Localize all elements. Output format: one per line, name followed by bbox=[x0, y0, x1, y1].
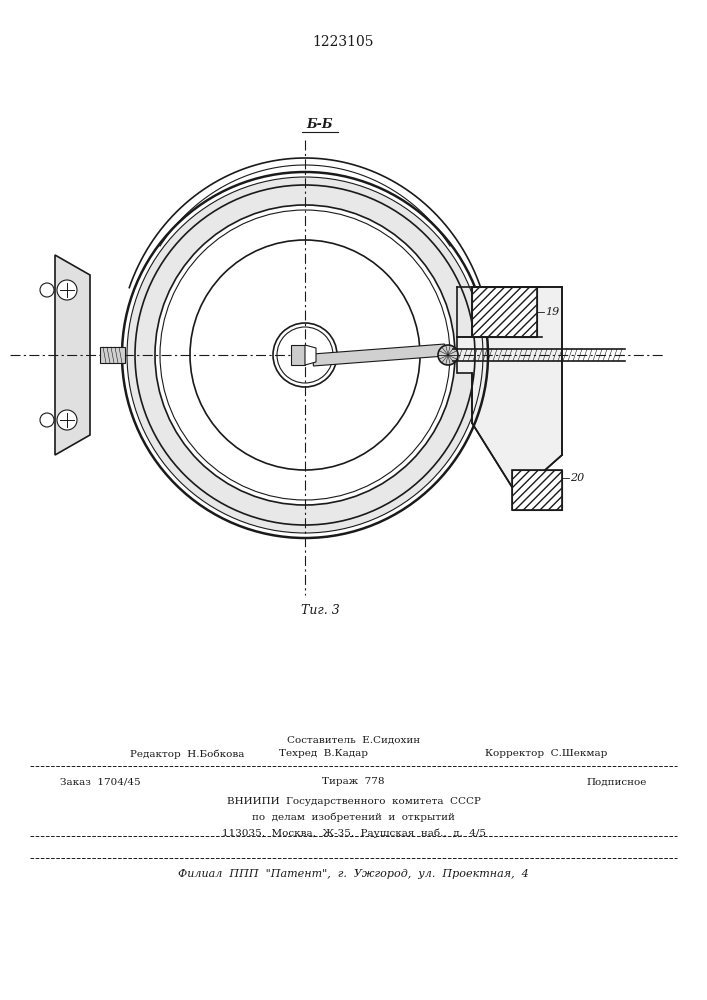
Text: Корректор  С.Шекмар: Корректор С.Шекмар bbox=[484, 750, 607, 758]
Bar bbox=[512, 470, 562, 510]
Polygon shape bbox=[291, 345, 305, 365]
Text: Б-Б: Б-Б bbox=[307, 118, 333, 131]
Text: Тираж  778: Тираж 778 bbox=[322, 778, 385, 786]
Bar bbox=[472, 287, 537, 337]
Text: 19: 19 bbox=[545, 307, 559, 317]
Text: Подписное: Подписное bbox=[587, 778, 647, 786]
Text: Филиал  ППП  "Патент",  г.  Ужгород,  ул.  Проектная,  4: Филиал ППП "Патент", г. Ужгород, ул. Про… bbox=[178, 869, 529, 879]
Text: Составитель  Е.Сидохин: Составитель Е.Сидохин bbox=[287, 736, 420, 744]
Bar bbox=[472, 287, 537, 337]
Bar bbox=[512, 470, 562, 510]
Bar bbox=[100, 347, 125, 363]
Circle shape bbox=[57, 280, 77, 300]
Polygon shape bbox=[305, 345, 316, 365]
Text: 1223105: 1223105 bbox=[312, 35, 374, 49]
Polygon shape bbox=[55, 255, 90, 455]
Text: Заказ  1704/45: Заказ 1704/45 bbox=[60, 778, 141, 786]
Text: ВНИИПИ  Государственного  комитета  СССР: ВНИИПИ Государственного комитета СССР bbox=[226, 796, 481, 806]
Circle shape bbox=[57, 410, 77, 430]
Polygon shape bbox=[312, 344, 445, 366]
Text: 20: 20 bbox=[570, 473, 584, 483]
Polygon shape bbox=[457, 287, 562, 495]
Text: Редактор  Н.Бобкова: Редактор Н.Бобкова bbox=[130, 749, 245, 759]
Text: Τиг. 3: Τиг. 3 bbox=[300, 603, 339, 616]
Polygon shape bbox=[127, 177, 483, 533]
Text: по  делам  изобретений  и  открытий: по делам изобретений и открытий bbox=[252, 812, 455, 822]
Text: Техред  В.Кадар: Техред В.Кадар bbox=[279, 750, 368, 758]
Circle shape bbox=[438, 345, 458, 365]
Text: 113035,  Москва,  Ж-35,  Раушская  наб.,  д.  4/5: 113035, Москва, Ж-35, Раушская наб., д. … bbox=[221, 828, 486, 838]
